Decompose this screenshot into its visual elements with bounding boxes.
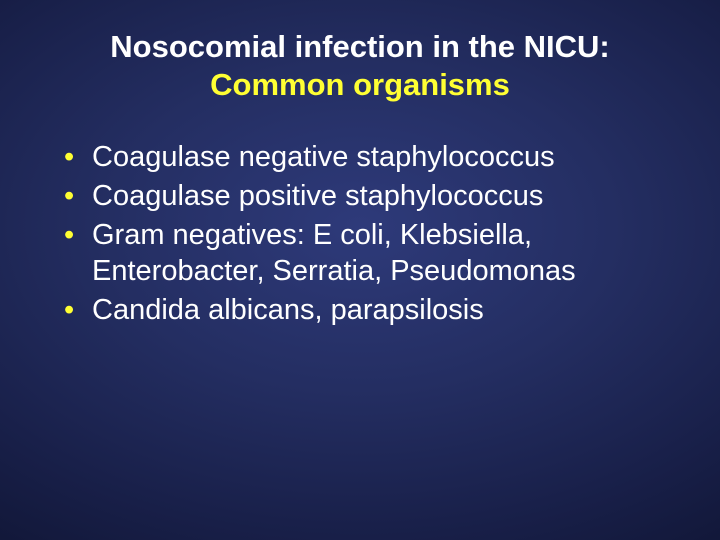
list-item: Coagulase negative staphylococcus [60,140,672,175]
list-item: Candida albicans, parapsilosis [60,293,672,328]
bullet-list: Coagulase negative staphylococcus Coagul… [48,140,672,329]
slide-title: Nosocomial infection in the NICU: Common… [48,28,672,104]
list-item: Gram negatives: E coli, Klebsiella, Ente… [60,218,672,289]
list-item: Coagulase positive staphylococcus [60,179,672,214]
slide: Nosocomial infection in the NICU: Common… [0,0,720,540]
title-line-1: Nosocomial infection in the NICU: [64,28,656,66]
title-line-2: Common organisms [64,66,656,104]
